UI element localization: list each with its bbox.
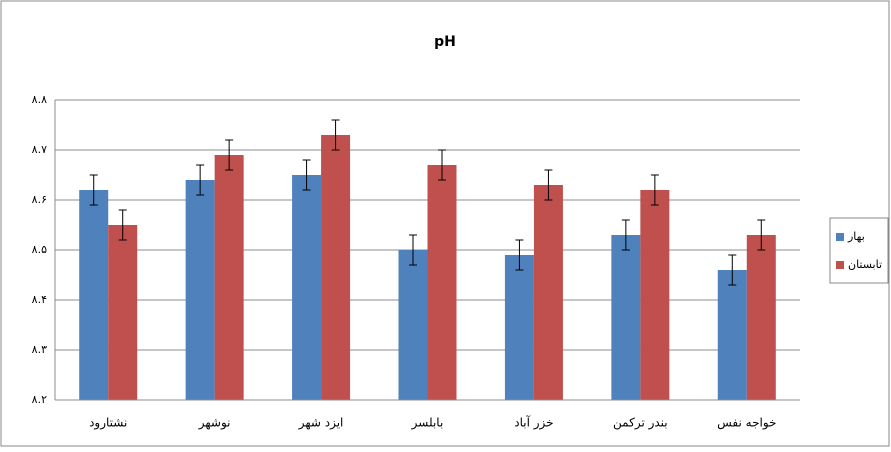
bar	[611, 235, 641, 400]
chart-title: pH	[434, 34, 456, 50]
error-bar	[118, 209, 127, 241]
y-tick-label: ۸.۴	[32, 293, 47, 306]
y-tick-label: ۸.۶	[32, 193, 47, 206]
bar	[79, 190, 109, 400]
x-tick-label: بندر ترکمن	[613, 416, 668, 431]
error-bar	[544, 169, 553, 201]
bar	[398, 250, 428, 400]
bar	[321, 135, 351, 400]
x-tick-label: خزر آباد	[514, 415, 553, 431]
error-bar	[757, 219, 766, 251]
x-tick-label: نوشهر	[198, 416, 231, 431]
y-tick-label: ۸.۲	[32, 393, 47, 406]
bar	[717, 270, 747, 400]
error-bar	[89, 174, 98, 206]
legend-label: بهار	[847, 230, 865, 243]
error-bar	[331, 119, 340, 151]
legend-swatch	[836, 233, 844, 241]
error-bar	[438, 149, 446, 181]
bar	[746, 235, 776, 400]
bar	[640, 190, 670, 400]
error-bar	[196, 164, 205, 196]
x-tick-label: خواجه نفس	[717, 416, 776, 431]
error-bar	[728, 254, 737, 286]
y-tick-label: ۸.۵	[32, 243, 47, 256]
error-bar	[515, 239, 524, 271]
bar	[504, 255, 534, 400]
bar	[214, 155, 244, 400]
x-tick-label: بابلسر	[411, 416, 444, 431]
y-tick-label: ۸.۳	[32, 343, 47, 356]
bar	[185, 180, 215, 400]
error-bar	[650, 174, 659, 206]
bar	[427, 165, 457, 400]
legend-swatch	[836, 261, 844, 269]
error-bar	[302, 159, 311, 191]
bar	[108, 225, 138, 400]
legend-box	[829, 217, 889, 284]
bar	[292, 175, 322, 400]
x-tick-label: ایزد شهر	[298, 416, 344, 431]
error-bar	[409, 234, 417, 266]
legend-label: تابستان	[848, 258, 882, 271]
error-bar	[225, 139, 234, 171]
y-tick-label: ۸.۷	[32, 143, 47, 156]
x-tick-label: نشتارود	[89, 416, 127, 431]
bar	[533, 185, 563, 400]
error-bar	[621, 219, 630, 251]
y-tick-label: ۸.۸	[32, 93, 47, 106]
